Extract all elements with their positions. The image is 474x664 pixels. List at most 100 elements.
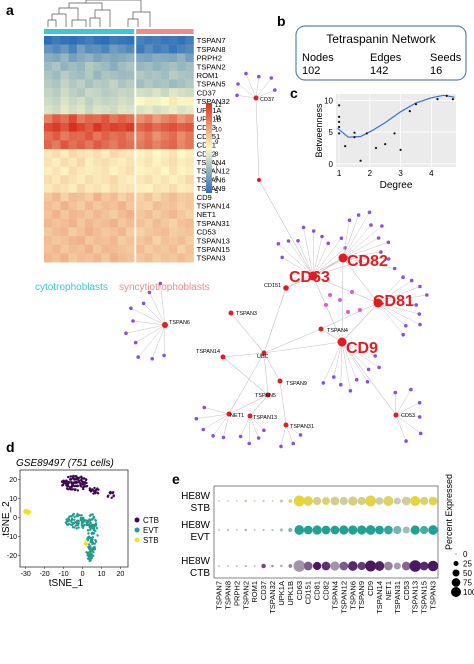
dot-tspan15 bbox=[419, 496, 429, 506]
heatmap-row-label: TSPAN7 bbox=[197, 36, 226, 45]
heatmap-cell bbox=[60, 131, 69, 141]
network-edge bbox=[341, 341, 397, 416]
network-edge bbox=[377, 294, 427, 304]
heatmap-cell bbox=[44, 114, 53, 124]
heatmap-cell bbox=[93, 44, 102, 54]
ctb-point bbox=[72, 474, 75, 478]
network-edge bbox=[312, 243, 329, 277]
network-leaf-node bbox=[386, 257, 391, 261]
heatmap-cell bbox=[160, 192, 170, 202]
heatmap-cell bbox=[85, 149, 94, 158]
network-leaf-node bbox=[221, 435, 226, 440]
heatmap-cell bbox=[152, 70, 161, 80]
data-point bbox=[393, 132, 396, 135]
heatmap-cell bbox=[177, 123, 186, 132]
heatmap-row-label: CD53 bbox=[197, 228, 216, 237]
heatmap-row-label: NET1 bbox=[197, 210, 216, 219]
heatmap-cell bbox=[76, 105, 86, 115]
heatmap-cell bbox=[109, 36, 118, 45]
dot-tspan6 bbox=[348, 496, 358, 506]
heatmap-cell bbox=[93, 53, 102, 63]
heatmap-cell bbox=[160, 244, 170, 254]
heatmap-cell bbox=[101, 88, 110, 98]
dot-cd53 bbox=[402, 526, 410, 534]
heatmap-cell bbox=[68, 114, 77, 124]
dot-tspan2 bbox=[244, 564, 247, 568]
heatmap-cell bbox=[117, 105, 127, 115]
network-label-tspan13: TSPAN13 bbox=[253, 415, 277, 421]
evt-point bbox=[77, 522, 80, 525]
network-leaf-node bbox=[386, 240, 391, 245]
category-label-tspan4: TSPAN4 bbox=[330, 581, 339, 610]
network-edge bbox=[203, 413, 230, 430]
row-label-bottom: EVT bbox=[191, 532, 210, 543]
group-label-cytotrophoblasts: cytotrophoblasts bbox=[35, 282, 108, 293]
network-edge bbox=[130, 307, 166, 326]
heatmap-cell bbox=[136, 114, 145, 124]
colorbar bbox=[206, 103, 212, 193]
heatmap-cell bbox=[109, 140, 118, 150]
network-leaf-node bbox=[373, 354, 378, 358]
evt-point bbox=[86, 554, 89, 557]
heatmap-cell bbox=[52, 244, 61, 254]
heatmap-cell bbox=[60, 175, 69, 185]
heatmap-cell bbox=[144, 227, 153, 237]
ctb-point bbox=[84, 485, 88, 488]
heatmap-cell bbox=[152, 140, 161, 150]
data-point bbox=[384, 143, 387, 146]
network-edge bbox=[236, 95, 257, 99]
category-label-cd82: CD82 bbox=[322, 581, 331, 600]
heatmap-cell bbox=[60, 79, 69, 89]
network-leaf-node bbox=[417, 312, 422, 316]
network-edge bbox=[135, 324, 166, 343]
heatmap-cell bbox=[85, 218, 94, 228]
heatmap-cell bbox=[101, 218, 110, 228]
heatmap-cell bbox=[60, 105, 69, 115]
ctb-point bbox=[69, 478, 72, 481]
heatmap-cell bbox=[52, 44, 61, 54]
heatmap-cell bbox=[68, 123, 77, 132]
evt-point bbox=[92, 546, 95, 550]
data-point bbox=[359, 159, 362, 162]
network-edge bbox=[160, 283, 166, 326]
y-tick-label: 0 bbox=[329, 160, 334, 169]
heatmap-cell bbox=[52, 201, 61, 211]
ctb-point bbox=[81, 481, 85, 484]
heatmap-cell bbox=[93, 210, 102, 219]
category-label-upk1b: UPK1B bbox=[286, 581, 295, 606]
evt-point bbox=[89, 553, 92, 556]
heatmap-cell bbox=[109, 218, 118, 228]
heatmap-cell bbox=[160, 149, 170, 158]
dot-cd53 bbox=[401, 561, 411, 571]
heatmap-cell bbox=[101, 114, 110, 124]
heatmap-cell bbox=[93, 201, 102, 211]
heatmap-cell bbox=[101, 123, 110, 132]
heatmap-cell bbox=[60, 244, 69, 254]
evt-point bbox=[74, 524, 78, 527]
legend-size-dot bbox=[452, 569, 460, 577]
heatmap-cell bbox=[44, 70, 53, 80]
data-point bbox=[338, 132, 341, 135]
heatmap-cell bbox=[93, 227, 102, 237]
network-edge bbox=[204, 407, 230, 415]
panel-letter-c: c bbox=[290, 85, 298, 101]
heatmap-row-label: CD37 bbox=[197, 88, 216, 97]
heatmap-cell bbox=[117, 53, 127, 63]
stb-point bbox=[84, 539, 88, 542]
heatmap-cell bbox=[126, 253, 135, 263]
network-leaf-node bbox=[332, 375, 336, 379]
legend-size-label: 75 bbox=[463, 579, 472, 588]
heatmap-cell bbox=[76, 192, 86, 202]
ctb-point bbox=[93, 486, 96, 490]
network-node-cd82 bbox=[338, 253, 348, 263]
dot-tspan12 bbox=[339, 525, 349, 535]
stb-point bbox=[27, 512, 30, 515]
network-edge bbox=[342, 215, 359, 259]
heatmap-cell bbox=[177, 96, 186, 106]
heatmap-row-label: TSPAN12 bbox=[197, 167, 230, 176]
heatmap-cell bbox=[185, 36, 194, 45]
dot-cd53 bbox=[401, 496, 411, 506]
heatmap-cell bbox=[44, 105, 53, 115]
category-label-cd53: CD53 bbox=[402, 581, 411, 600]
x-tick-label: 10 bbox=[98, 571, 106, 578]
